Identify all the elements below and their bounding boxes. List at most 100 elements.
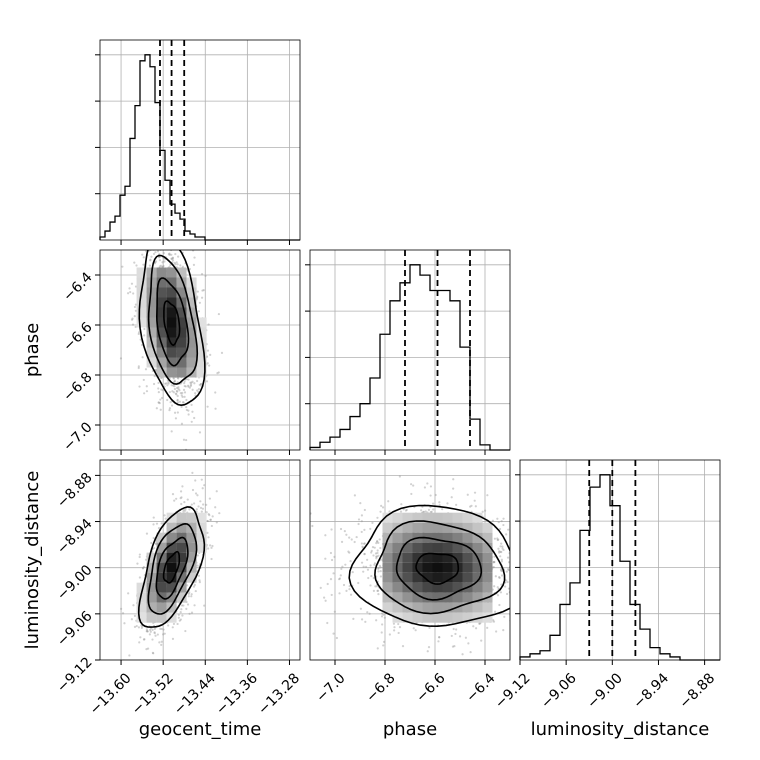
density-cell — [402, 562, 413, 573]
sample-point — [158, 641, 161, 644]
sample-point — [169, 219, 171, 221]
sample-point — [181, 401, 185, 404]
sample-point — [194, 492, 198, 495]
density-cell — [432, 612, 443, 623]
sample-point — [188, 235, 190, 237]
sample-point — [372, 554, 375, 557]
density-cell — [136, 267, 147, 278]
sample-point — [176, 401, 180, 404]
sample-point — [147, 231, 149, 233]
density-cell — [146, 562, 157, 573]
sample-point — [537, 565, 539, 567]
sample-point — [493, 610, 497, 613]
sample-point — [437, 640, 440, 643]
sample-point — [546, 586, 548, 588]
sample-point — [143, 327, 146, 331]
sample-point — [348, 588, 351, 591]
sample-point — [176, 394, 179, 398]
sample-point — [207, 323, 210, 326]
density-cell — [442, 572, 453, 583]
sample-point — [159, 398, 162, 401]
sample-point — [156, 250, 160, 253]
sample-point — [176, 390, 179, 393]
sample-point — [502, 628, 505, 632]
sample-point — [190, 403, 193, 407]
density-cell — [166, 532, 177, 543]
sample-point — [379, 510, 382, 513]
sample-point — [458, 635, 462, 638]
sample-point — [215, 521, 218, 524]
hist-panel-luminosity_distance — [515, 459, 721, 665]
sample-point — [512, 602, 514, 604]
sample-point — [361, 545, 364, 548]
sample-point — [398, 626, 402, 629]
density-cell — [442, 532, 453, 543]
density-cell — [156, 367, 167, 378]
sample-point — [470, 504, 473, 507]
y-axis-label-phase: phase — [22, 323, 43, 377]
sample-point — [455, 628, 458, 631]
sample-point — [145, 628, 149, 631]
sample-point — [154, 261, 157, 264]
sample-point — [159, 627, 162, 630]
sample-point — [193, 382, 196, 385]
density-cell — [186, 287, 197, 298]
sample-point — [146, 630, 149, 633]
density-cell — [402, 582, 413, 593]
sample-point — [187, 413, 190, 416]
sample-point — [132, 604, 135, 607]
sample-point — [547, 563, 549, 565]
sample-point — [151, 628, 154, 631]
sample-point — [405, 508, 408, 512]
histogram-luminosity_distance — [519, 474, 720, 661]
sample-point — [157, 527, 161, 530]
sample-point — [410, 483, 413, 486]
x-tick-label: −13.28 — [255, 670, 303, 718]
sample-point — [185, 405, 188, 409]
density-cell — [452, 572, 463, 583]
sample-point — [196, 295, 199, 298]
density-cell — [392, 552, 403, 563]
sample-point — [182, 246, 184, 248]
sample-point — [376, 549, 379, 552]
density-cell — [176, 522, 187, 533]
density-cell — [472, 562, 483, 573]
sample-point — [140, 343, 144, 347]
sample-point — [370, 549, 373, 552]
density-cell — [442, 542, 453, 553]
sample-point — [209, 518, 212, 521]
density-cell — [146, 297, 157, 308]
density-cell — [166, 267, 177, 278]
sample-point — [196, 389, 199, 392]
sample-point — [171, 257, 174, 260]
sample-point — [172, 391, 175, 394]
panel-frame — [519, 459, 721, 661]
sample-point — [375, 555, 378, 558]
sample-point — [155, 522, 159, 525]
sample-point — [376, 589, 379, 592]
sample-point — [180, 502, 183, 506]
density-cell — [412, 552, 423, 563]
sample-point — [500, 569, 503, 572]
density-cell — [156, 612, 167, 623]
sample-point — [152, 252, 156, 256]
sample-point — [397, 622, 400, 626]
sample-point — [133, 241, 135, 243]
sample-point — [123, 622, 126, 625]
density-cell — [156, 542, 167, 553]
sample-point — [353, 494, 356, 497]
sample-point — [204, 274, 207, 277]
sample-point — [210, 524, 213, 528]
density-cell — [186, 317, 197, 328]
sample-point — [179, 611, 182, 614]
sample-point — [352, 617, 355, 620]
sample-point — [190, 593, 193, 596]
sample-point — [214, 407, 217, 410]
sample-point — [360, 618, 364, 621]
sample-point — [492, 619, 495, 622]
sample-point — [333, 610, 336, 613]
sample-point — [452, 627, 455, 631]
sample-point — [498, 576, 501, 579]
sample-point — [121, 612, 125, 615]
sample-point — [360, 530, 363, 534]
